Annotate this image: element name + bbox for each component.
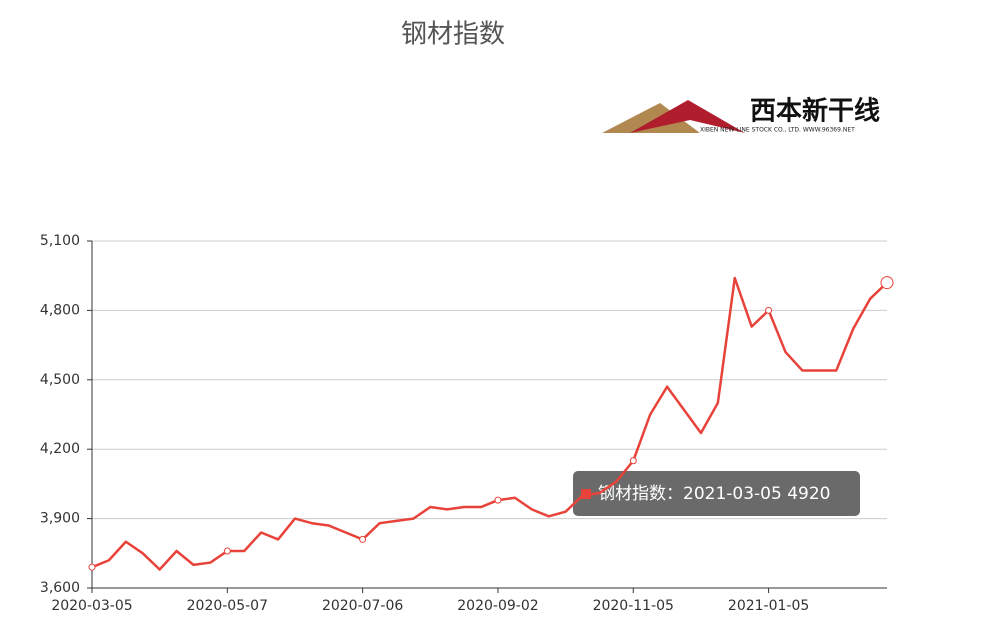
logo-name: 西本新干线 [750, 96, 880, 127]
logo-shape [602, 103, 700, 133]
y-tick-label: 4,200 [40, 441, 80, 457]
point [880, 276, 894, 290]
logo-shape [630, 100, 745, 133]
tooltip-text: 钢材指数：2021-03-05 4920 [598, 484, 830, 504]
x-tick-label: 2020-03-05 [51, 598, 132, 614]
point [494, 496, 502, 504]
point [629, 457, 637, 465]
x-tick-label: 2020-11-05 [593, 598, 674, 614]
logo-subtitle: XIBEN NEW LINE STOCK CO., LTD. WWW.96369… [700, 127, 855, 134]
chart-title: 钢材指数 [401, 20, 505, 50]
y-tick-label: 3,900 [40, 511, 80, 527]
x-tick-label: 2020-05-07 [187, 598, 268, 614]
point [223, 547, 231, 555]
x-tick-label: 2020-09-02 [457, 598, 538, 614]
point [359, 535, 367, 543]
y-tick-label: 4,800 [40, 302, 80, 318]
tooltip-box [573, 471, 860, 516]
y-tick-label: 5,100 [40, 233, 80, 249]
y-tick-label: 4,500 [40, 372, 80, 388]
point [88, 563, 96, 571]
line [91, 276, 888, 571]
logo: 西本新干线 XIBEN NEW LINE STOCK CO., LTD. WWW… [602, 96, 880, 134]
y-tick-label: 3,600 [40, 580, 80, 596]
point [765, 306, 773, 314]
x-tick-label: 2020-07-06 [322, 598, 403, 614]
x-tick-label: 2021-01-05 [728, 598, 809, 614]
tooltip: 钢材指数：2021-03-05 4920 [573, 471, 860, 516]
